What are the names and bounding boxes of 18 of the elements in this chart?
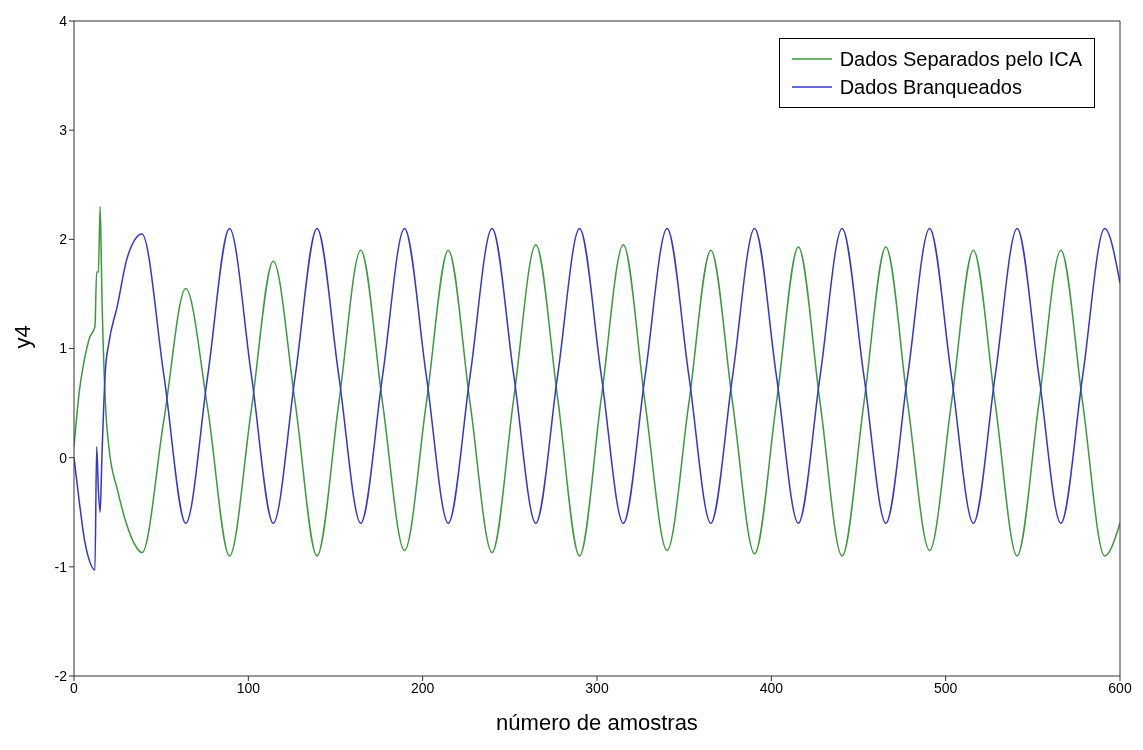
y-tick-label: -2 bbox=[54, 667, 68, 684]
x-axis-title: número de amostras bbox=[496, 710, 698, 735]
y-tick-label: 1 bbox=[59, 340, 68, 357]
x-tick-label: 400 bbox=[759, 679, 784, 696]
x-tick-label: 0 bbox=[70, 679, 79, 696]
x-tick-label: 300 bbox=[585, 679, 609, 696]
y-tick-label: 2 bbox=[59, 231, 68, 248]
y-tick-label: 3 bbox=[59, 122, 68, 139]
x-tick-label: 200 bbox=[410, 679, 435, 696]
y-tick-label: 0 bbox=[59, 449, 68, 466]
y-axis-title: y4 bbox=[9, 325, 35, 349]
y-tick-label: 4 bbox=[59, 12, 68, 29]
x-tick-label: 600 bbox=[1108, 679, 1132, 696]
x-tick-label: 500 bbox=[933, 679, 958, 696]
legend-label: Dados Branqueados bbox=[839, 75, 1022, 100]
y-tick-label: -1 bbox=[54, 558, 68, 575]
x-tick-label: 100 bbox=[236, 679, 261, 696]
legend-label: Dados Separados pelo ICA bbox=[839, 47, 1082, 72]
